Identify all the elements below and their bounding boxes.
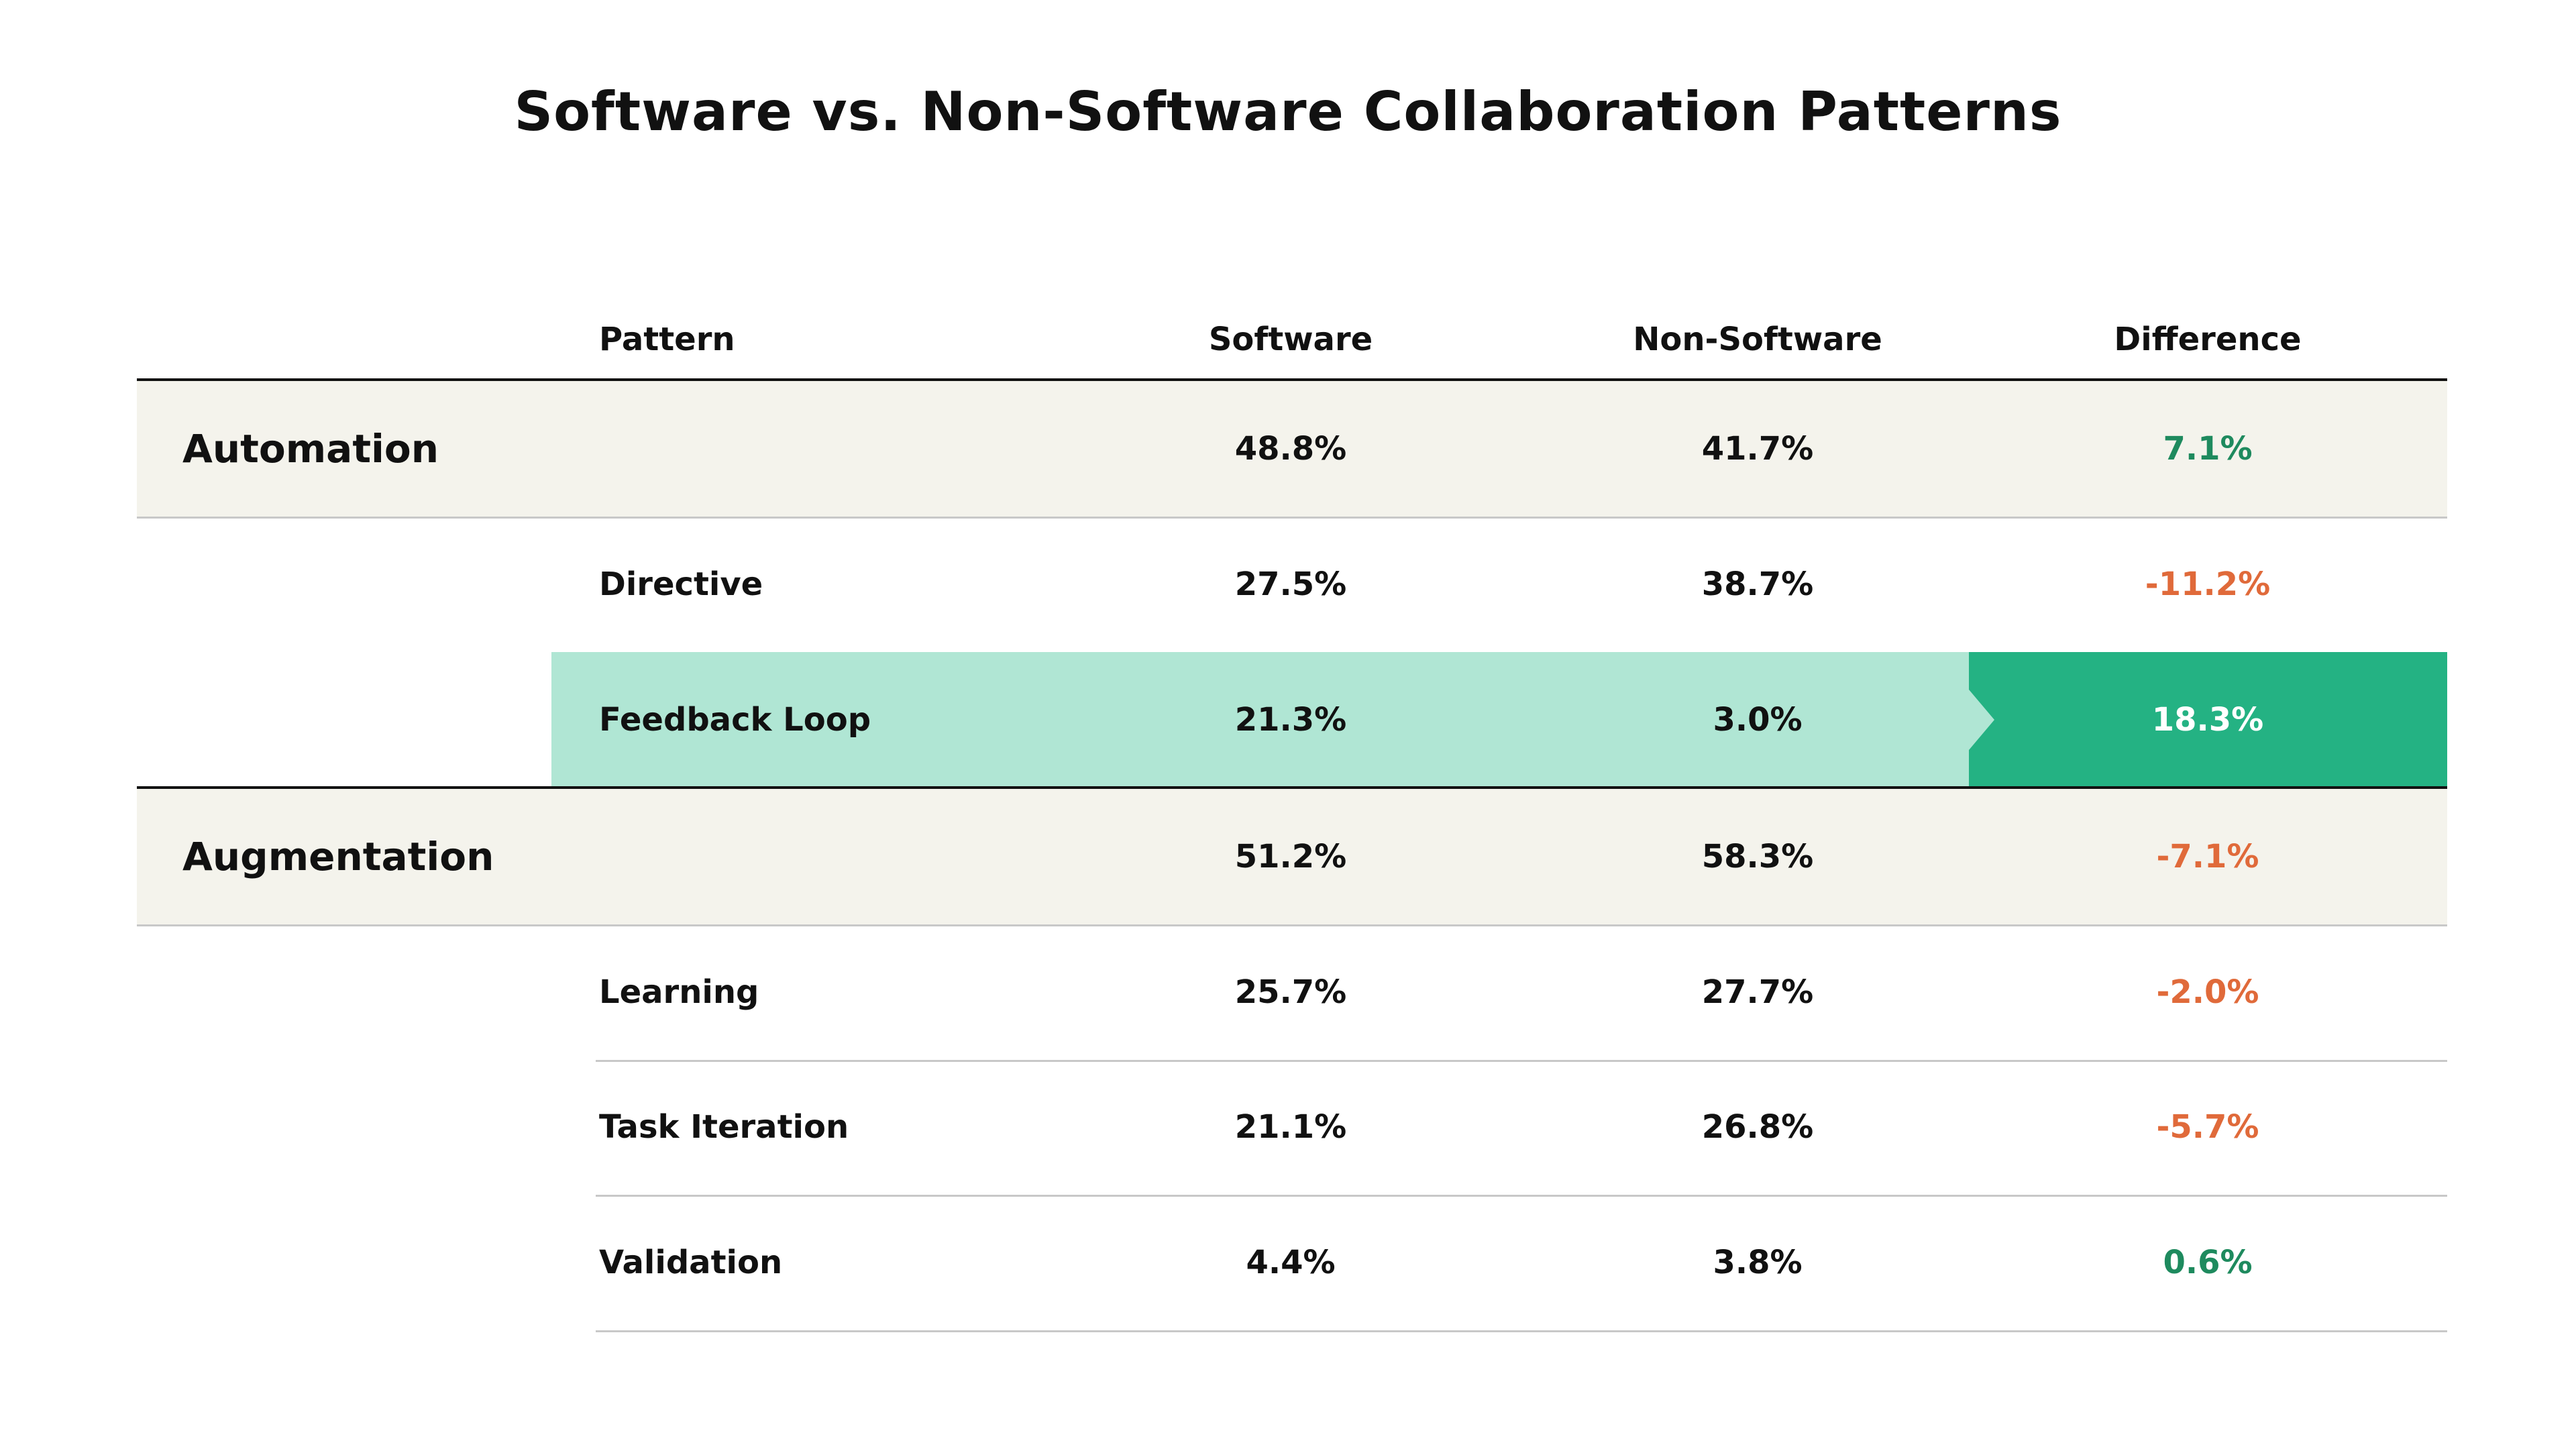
row-label: Automation <box>182 426 439 472</box>
difference-value: -11.2% <box>2145 566 2271 603</box>
difference-value: 0.6% <box>2163 1244 2253 1281</box>
software-value: 27.5% <box>1234 566 1347 603</box>
software-value: 21.3% <box>1234 701 1347 739</box>
difference-value: -5.7% <box>2156 1108 2259 1146</box>
non-software-value: 3.8% <box>1713 1244 1803 1281</box>
header-difference: Difference <box>2114 321 2302 358</box>
page-title: Software vs. Non-Software Collaboration … <box>514 80 2062 143</box>
non-software-value: 26.8% <box>1701 1108 1814 1146</box>
software-value: 25.7% <box>1234 973 1347 1011</box>
software-value: 21.1% <box>1234 1108 1347 1146</box>
table-row: Augmentation 51.2% 58.3% -7.1% <box>137 789 2447 926</box>
table-row: Feedback Loop 21.3% 3.0% 18.3% <box>551 652 2447 788</box>
non-software-value: 3.0% <box>1713 701 1803 739</box>
row-label: Feedback Loop <box>599 701 871 739</box>
row-label: Task Iteration <box>599 1108 849 1146</box>
header-divider <box>137 378 2447 381</box>
difference-value: -7.1% <box>2156 838 2259 875</box>
difference-value: 18.3% <box>2151 701 2264 739</box>
header-pattern: Pattern <box>599 321 735 358</box>
row-label: Directive <box>599 566 763 603</box>
row-label: Validation <box>599 1244 783 1281</box>
non-software-value: 58.3% <box>1701 838 1814 875</box>
difference-value: -2.0% <box>2156 973 2259 1011</box>
header-non-software: Non-Software <box>1633 321 1882 358</box>
row-label: Augmentation <box>182 834 494 879</box>
difference-highlight <box>1969 652 2447 788</box>
table-row: Directive 27.5% 38.7% -11.2% <box>596 517 2447 654</box>
table-row: Automation 48.8% 41.7% 7.1% <box>137 381 2447 519</box>
table-row: Task Iteration 21.1% 26.8% -5.7% <box>596 1059 2447 1197</box>
non-software-value: 38.7% <box>1701 566 1814 603</box>
non-software-value: 27.7% <box>1701 973 1814 1011</box>
software-value: 51.2% <box>1234 838 1347 875</box>
table-row: Learning 25.7% 27.7% -2.0% <box>596 924 2447 1062</box>
difference-value: 7.1% <box>2163 430 2253 468</box>
header-software: Software <box>1208 321 1373 358</box>
group-divider <box>137 786 2447 789</box>
non-software-value: 41.7% <box>1701 430 1814 468</box>
arrow-notch <box>1969 690 1994 750</box>
row-label: Learning <box>599 973 759 1011</box>
table-row: Validation 4.4% 3.8% 0.6% <box>596 1195 2447 1332</box>
software-value: 4.4% <box>1246 1244 1336 1281</box>
software-value: 48.8% <box>1234 430 1347 468</box>
